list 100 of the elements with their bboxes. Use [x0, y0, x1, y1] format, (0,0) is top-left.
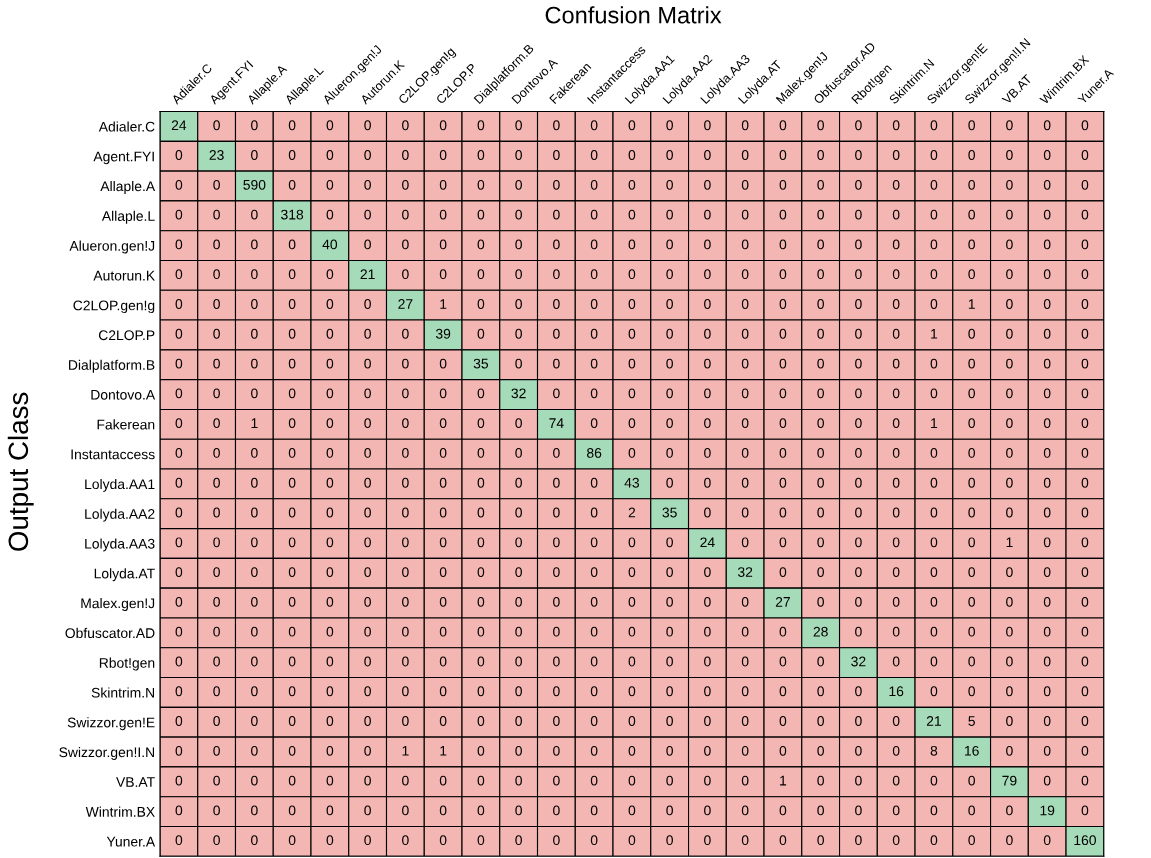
data-label: 0 [855, 120, 862, 131]
y-tick-label: Instantaccess [71, 449, 155, 460]
data-label: 0 [779, 418, 787, 429]
data-label: 0 [855, 150, 862, 160]
data-label: 0 [590, 686, 598, 697]
data-label: 0 [251, 775, 258, 786]
data-label: 0 [364, 835, 371, 846]
data-label: 0 [364, 448, 371, 458]
data-label: 0 [213, 507, 220, 518]
data-label: 0 [666, 656, 673, 667]
data-label: 0 [439, 507, 447, 518]
data-label: 0 [288, 537, 296, 548]
data-label: 0 [553, 477, 560, 488]
y-tick-label: Dontovo.A [91, 390, 156, 400]
data-label: 0 [968, 567, 975, 578]
y-tick-label: VB.AT [116, 777, 155, 787]
data-label: 0 [628, 299, 636, 309]
data-label: 0 [364, 656, 371, 667]
data-label: 0 [439, 596, 447, 607]
data-label: 0 [817, 745, 824, 756]
data-label: 0 [666, 596, 673, 607]
data-label: 0 [779, 835, 787, 846]
data-label: 0 [515, 686, 522, 697]
data-label: 0 [251, 596, 258, 607]
data-label: 0 [968, 805, 975, 816]
data-label: 0 [439, 537, 447, 548]
data-label: 0 [1006, 477, 1013, 488]
data-label: 0 [553, 835, 560, 846]
data-label: 0 [892, 418, 900, 429]
data-label: 0 [1081, 745, 1089, 756]
data-label: 0 [515, 448, 522, 458]
data-label: 0 [1081, 239, 1089, 250]
data-label: 0 [817, 716, 824, 726]
data-label: 0 [553, 239, 560, 250]
data-label: 0 [251, 239, 258, 250]
y-tick-label: Autorun.K [93, 270, 155, 281]
data-label: 0 [364, 418, 371, 429]
data-label: 0 [968, 328, 975, 339]
data-label: 0 [892, 239, 900, 250]
data-label: 0 [477, 239, 485, 250]
data-label: 0 [439, 775, 447, 786]
data-label: 0 [213, 388, 220, 399]
data-label: 0 [288, 299, 296, 309]
data-label: 0 [1043, 358, 1051, 369]
data-label: 0 [666, 328, 673, 339]
data-label: 0 [855, 596, 862, 607]
data-label: 0 [213, 775, 220, 786]
data-label: 0 [402, 716, 409, 726]
data-label: 0 [477, 328, 485, 339]
data-label: 0 [1081, 805, 1089, 816]
data-label: 0 [590, 209, 598, 220]
data-label: 0 [590, 537, 598, 548]
data-label: 0 [892, 745, 900, 756]
data-label: 0 [741, 686, 749, 697]
data-label: 0 [364, 745, 371, 756]
data-label: 0 [741, 239, 749, 250]
data-label: 0 [968, 507, 975, 518]
data-label: 0 [477, 150, 485, 160]
data-label: 0 [628, 775, 636, 786]
data-label: 0 [590, 358, 598, 369]
data-label: 0 [402, 567, 409, 578]
y-tick-label: Skintrim.N [91, 687, 154, 698]
data-label: 0 [364, 596, 371, 607]
data-label: 0 [628, 835, 636, 846]
data-label: 0 [364, 477, 371, 488]
data-label: 0 [741, 507, 749, 518]
data-label: 0 [855, 537, 862, 548]
data-label: 0 [326, 745, 334, 756]
data-label: 0 [968, 388, 975, 399]
data-label: 0 [741, 388, 749, 399]
data-label: 0 [477, 567, 485, 578]
data-label: 0 [213, 418, 220, 429]
data-label: 0 [477, 120, 485, 131]
data-label: 0 [666, 716, 673, 726]
data-label: 0 [326, 388, 334, 399]
data-label: 0 [855, 448, 862, 458]
data-label: 0 [628, 567, 636, 578]
data-label: 0 [779, 209, 787, 220]
data-label: 0 [288, 418, 296, 429]
data-label: 0 [1006, 269, 1013, 280]
data-label: 0 [1006, 567, 1013, 578]
data-label: 0 [817, 507, 824, 518]
data-label: 0 [968, 239, 975, 250]
data-label: 0 [213, 596, 220, 607]
data-label: 74 [549, 418, 564, 428]
data-label: 0 [666, 150, 673, 160]
data-label: 0 [213, 835, 220, 846]
data-label: 0 [628, 716, 636, 726]
data-label: 43 [624, 477, 640, 488]
data-label: 0 [1006, 299, 1013, 309]
data-label: 0 [741, 120, 749, 131]
data-label: 0 [590, 596, 598, 607]
data-label: 0 [402, 835, 409, 846]
data-label: 0 [515, 120, 522, 131]
data-label: 0 [779, 179, 787, 190]
data-label: 5 [968, 716, 975, 726]
data-label: 0 [1043, 448, 1051, 458]
data-label: 318 [281, 209, 304, 220]
data-label: 0 [175, 418, 183, 429]
data-label: 0 [892, 775, 900, 786]
